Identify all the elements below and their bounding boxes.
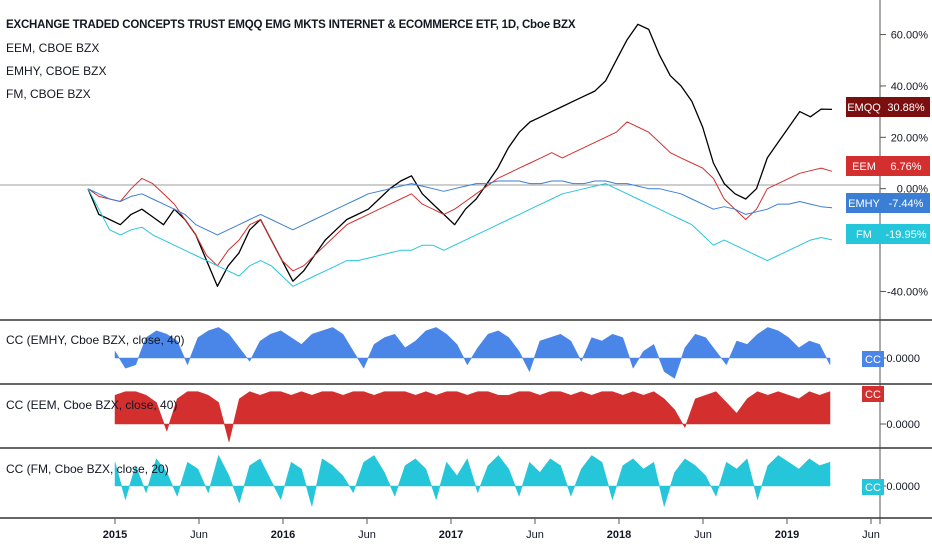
badge-name-fm: FM: [856, 229, 872, 241]
chart-legend: EXCHANGE TRADED CONCEPTS TRUST EMQQ EMG …: [6, 14, 575, 106]
y-tick-label-2: 20.00%: [891, 132, 929, 144]
x-tick-label-8: 2019: [775, 529, 799, 541]
badge-value-bg-eem: [882, 156, 930, 176]
badge-name-eem: EEM: [852, 161, 876, 173]
cc-area-1: [114, 391, 831, 443]
badge-value-bg-emqq: [882, 97, 930, 117]
badge-name-bg-emqq: [846, 97, 882, 117]
x-tick-label-2: 2016: [271, 529, 295, 541]
cc-badge-1: CC: [865, 389, 881, 401]
x-tick-label-5: Jun: [526, 529, 544, 541]
cc-badge-bg-2: [862, 479, 884, 495]
x-tick-label-7: Jun: [694, 529, 712, 541]
badge-value-bg-emhy: [882, 193, 930, 213]
x-axis-ticks[interactable]: 2015 Jun 2016 Jun 2017 Jun 2018 Jun 2019 Jun: [103, 518, 880, 541]
y-tick-label-3: 0.00%: [897, 184, 928, 196]
badge-name-bg-eem: [846, 156, 882, 176]
series-line-emhy: [87, 180, 833, 236]
y-tick-label-0: 60.00%: [891, 30, 929, 42]
y-tick-label-4: -40.00%: [887, 286, 928, 298]
cc-badge-2: CC: [865, 482, 881, 494]
legend-item-emhy[interactable]: EMHY, CBOE BZX: [6, 64, 107, 78]
cc-zero-label-1: 0.0000: [886, 419, 920, 431]
x-tick-label-3: Jun: [358, 529, 376, 541]
legend-item-fm[interactable]: FM, CBOE BZX: [6, 87, 91, 101]
pane-label-cc-emhy[interactable]: CC (EMHY, Cboe BZX, close, 40): [6, 333, 185, 347]
y-tick-label-1: 40.00%: [891, 81, 929, 93]
badge-name-emhy: EMHY: [848, 198, 880, 210]
badge-name-bg-fm: [846, 224, 882, 244]
badge-value-emhy: -7.44%: [889, 198, 924, 210]
cc-badge-bg-1: [862, 386, 884, 402]
series-lines: [87, 23, 833, 287]
cc-area-2: [114, 454, 831, 508]
legend-title[interactable]: EXCHANGE TRADED CONCEPTS TRUST EMQQ EMG …: [6, 19, 576, 31]
series-line-emqq: [87, 23, 833, 287]
badge-name-bg-emhy: [846, 193, 882, 213]
series-line-eem: [87, 121, 833, 272]
badge-value-eem: 6.76%: [890, 161, 921, 173]
pane-label-cc-eem[interactable]: CC (EEM, Cboe BZX, close, 40): [6, 398, 178, 412]
x-tick-label-6: 2018: [607, 529, 631, 541]
cc-area-0: [114, 327, 831, 379]
x-tick-label-1: Jun: [190, 529, 208, 541]
badge-name-emqq: EMQQ: [847, 102, 881, 114]
cc-badge-bg-0: [862, 351, 884, 367]
cc-zero-label-2: 0.0000: [886, 481, 920, 493]
x-tick-label-4: 2017: [439, 529, 463, 541]
cc-indicator-areas: 0.0000 CC 0.0000 CC 0.0000 CC: [114, 327, 920, 508]
x-tick-label-9: Jun: [862, 529, 880, 541]
pane-label-cc-fm[interactable]: CC (FM, Cboe BZX, close, 20): [6, 462, 169, 476]
x-tick-label-0: 2015: [103, 529, 127, 541]
badge-value-fm: -19.95%: [886, 229, 927, 241]
y-axis-ticks[interactable]: 60.00% 40.00% 20.00% 0.00% -40.00%: [880, 30, 928, 299]
badge-value-emqq: 30.88%: [887, 102, 925, 114]
badge-value-bg-fm: [882, 224, 930, 244]
series-value-badges: EMQQ 30.88% EEM 6.76% EMHY -7.44% FM -19.95%: [846, 97, 930, 244]
legend-item-eem[interactable]: EEM, CBOE BZX: [6, 41, 100, 55]
cc-zero-label-0: 0.0000: [886, 353, 920, 365]
series-line-fm: [87, 183, 833, 287]
cc-badge-0: CC: [865, 354, 881, 366]
